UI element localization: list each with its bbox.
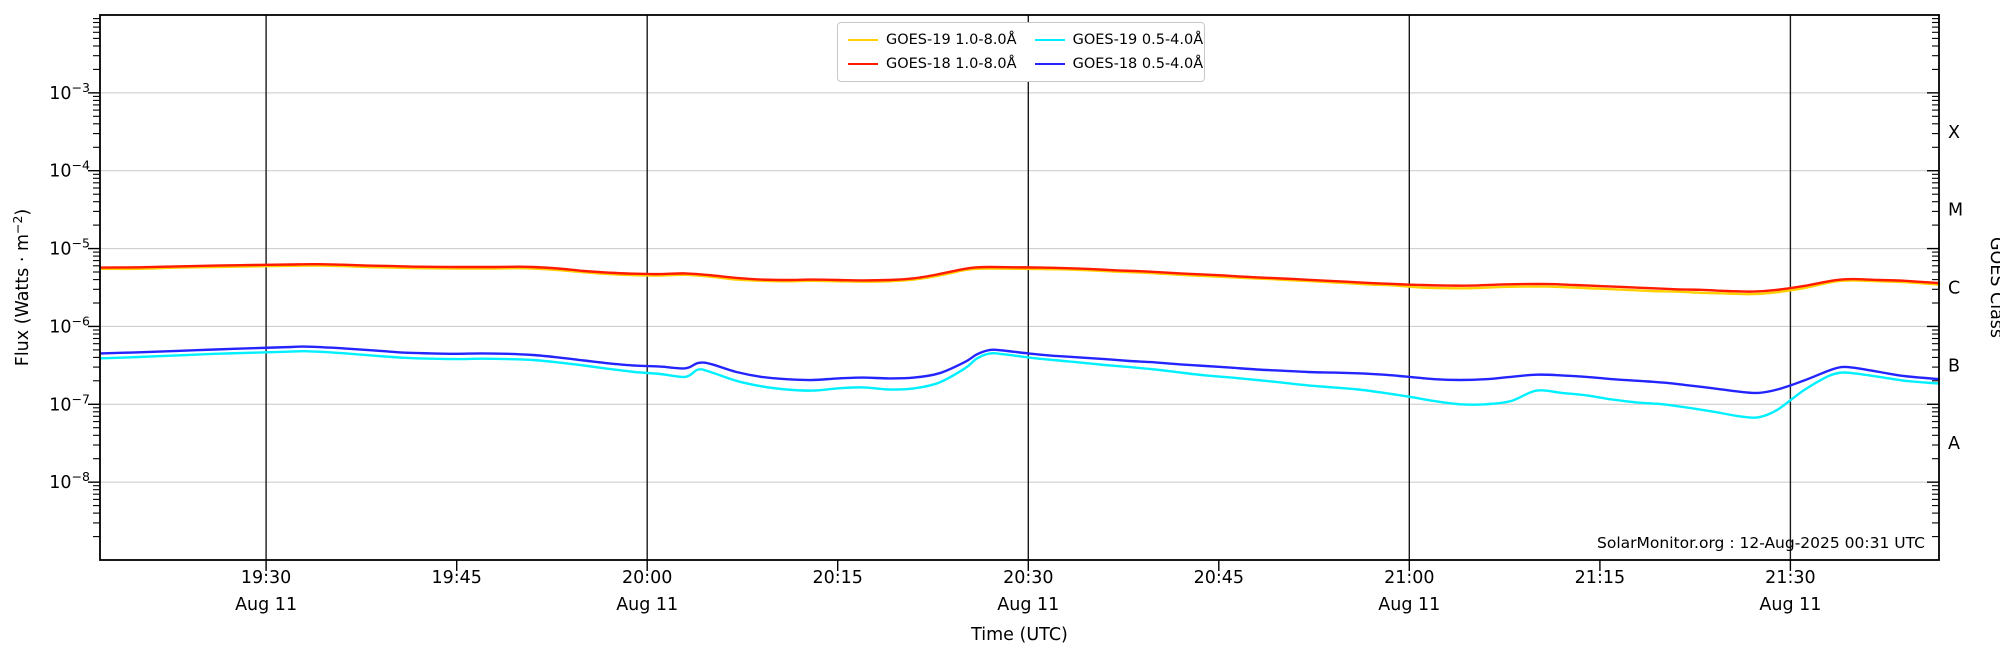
- goes-class-letter-b: B: [1948, 356, 1960, 376]
- y-tick-label: 10−8: [49, 469, 90, 493]
- legend-column-short: GOES-19 0.5-4.0Å GOES-18 0.5-4.0Å: [1034, 28, 1204, 76]
- x-tick-label: 20:15: [812, 568, 862, 588]
- legend-label-goes19-long: GOES-19 1.0-8.0Å: [886, 32, 1017, 48]
- legend-item-goes19-short: GOES-19 0.5-4.0Å: [1034, 28, 1204, 52]
- goes-class-letter-c: C: [1948, 279, 1960, 299]
- y-tick-label: 10−4: [49, 158, 90, 182]
- legend-swatch-goes19-long: [848, 39, 878, 41]
- y-tick-label: 10−7: [49, 391, 90, 415]
- plot-spine: [99, 14, 1940, 561]
- x-tick-label: 21:00: [1384, 568, 1434, 588]
- x-tick-label: 19:30: [241, 568, 291, 588]
- x-tick-sublabel: Aug 11: [235, 595, 297, 615]
- watermark-text: SolarMonitor.org : 12-Aug-2025 00:31 UTC: [1597, 534, 1925, 552]
- x-tick-sublabel: Aug 11: [1759, 595, 1821, 615]
- y-tick-label: 10−3: [49, 80, 90, 104]
- legend-swatch-goes19-short: [1034, 39, 1065, 41]
- series-line-goes18-short: [99, 345, 1941, 395]
- legend-item-goes18-long: GOES-18 1.0-8.0Å: [848, 52, 1017, 76]
- y-tick-label: 10−6: [49, 313, 90, 337]
- y-tick-label: 10−5: [49, 236, 90, 260]
- legend-label-goes19-short: GOES-19 0.5-4.0Å: [1072, 32, 1204, 48]
- series-line-goes19-short: [99, 349, 1941, 419]
- x-tick-sublabel: Aug 11: [997, 595, 1059, 615]
- goes-class-letter-x: X: [1948, 123, 1960, 143]
- x-tick-label: 20:30: [1003, 568, 1053, 588]
- goes-class-letter-a: A: [1948, 434, 1960, 454]
- x-tick-label: 21:15: [1575, 568, 1625, 588]
- legend-item-goes18-short: GOES-18 0.5-4.0Å: [1034, 52, 1204, 76]
- axis-title-y: Flux (Watts · m−2): [10, 209, 33, 367]
- legend-swatch-goes18-short: [1034, 63, 1065, 65]
- legend-column-long: GOES-19 1.0-8.0Å GOES-18 1.0-8.0Å: [848, 28, 1017, 76]
- x-tick-label: 21:30: [1765, 568, 1815, 588]
- x-tick-label: 20:45: [1194, 568, 1244, 588]
- legend: GOES-19 1.0-8.0Å GOES-18 1.0-8.0Å GOES-1…: [837, 22, 1205, 82]
- axis-title-right: GOES Class: [1986, 237, 2000, 338]
- x-tick-sublabel: Aug 11: [616, 595, 678, 615]
- goes-class-letter-m: M: [1948, 201, 1963, 221]
- legend-swatch-goes18-long: [848, 63, 878, 65]
- legend-item-goes19-long: GOES-19 1.0-8.0Å: [848, 28, 1017, 52]
- series-line-goes19-long: [99, 264, 1941, 296]
- legend-label-goes18-long: GOES-18 1.0-8.0Å: [886, 56, 1017, 72]
- x-tick-sublabel: Aug 11: [1378, 595, 1440, 615]
- x-tick-label: 20:00: [622, 568, 672, 588]
- series-line-goes18-long: [99, 262, 1941, 293]
- legend-label-goes18-short: GOES-18 0.5-4.0Å: [1072, 56, 1204, 72]
- axis-title-x: Time (UTC): [970, 625, 1068, 645]
- x-tick-label: 19:45: [431, 568, 481, 588]
